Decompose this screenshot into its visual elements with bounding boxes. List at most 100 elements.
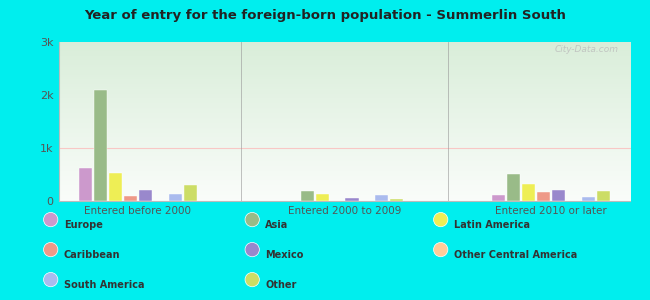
Bar: [58, 85, 630, 86]
Bar: [58, 50, 630, 51]
Bar: [58, 158, 630, 159]
Bar: [58, 160, 630, 161]
Text: Latin America: Latin America: [454, 220, 530, 230]
Bar: [58, 150, 630, 151]
Bar: [58, 169, 630, 170]
Bar: [58, 135, 630, 136]
Text: Year of entry for the foreign-born population - Summerlin South: Year of entry for the foreign-born popul…: [84, 9, 566, 22]
Bar: [58, 82, 630, 83]
Bar: [58, 152, 630, 153]
Bar: [58, 132, 630, 133]
Bar: [58, 44, 630, 45]
Bar: [58, 79, 630, 80]
Bar: [58, 87, 630, 88]
Text: Other Central America: Other Central America: [454, 250, 577, 260]
Bar: [58, 200, 630, 201]
Bar: [58, 168, 630, 169]
Bar: [183, 185, 197, 201]
Bar: [58, 172, 630, 173]
Bar: [58, 65, 630, 66]
Bar: [58, 179, 630, 180]
Bar: [58, 167, 630, 168]
Bar: [58, 46, 630, 47]
Bar: [58, 154, 630, 155]
Bar: [58, 131, 630, 132]
Bar: [58, 104, 630, 105]
Bar: [58, 83, 630, 84]
Bar: [58, 67, 630, 68]
Text: Europe: Europe: [64, 220, 103, 230]
Bar: [58, 82, 630, 83]
Bar: [58, 93, 630, 94]
Bar: [58, 191, 630, 192]
Bar: [58, 189, 630, 190]
Bar: [582, 197, 595, 201]
Bar: [58, 134, 630, 135]
Bar: [58, 133, 630, 134]
Bar: [58, 45, 630, 46]
Bar: [58, 177, 630, 178]
Bar: [58, 181, 630, 182]
Text: Other: Other: [265, 280, 296, 290]
Bar: [58, 166, 630, 167]
Bar: [58, 171, 630, 172]
Bar: [58, 186, 630, 187]
Bar: [58, 163, 630, 164]
Bar: [58, 156, 630, 157]
Bar: [492, 195, 506, 201]
Bar: [58, 165, 630, 166]
Bar: [58, 81, 630, 82]
Bar: [58, 149, 630, 150]
Bar: [58, 128, 630, 129]
Bar: [139, 190, 152, 201]
Bar: [94, 90, 107, 201]
Bar: [58, 99, 630, 100]
Bar: [58, 116, 630, 117]
Bar: [58, 88, 630, 89]
Bar: [58, 55, 630, 56]
Bar: [58, 111, 630, 112]
Bar: [58, 74, 630, 75]
Bar: [58, 94, 630, 95]
Bar: [58, 89, 630, 90]
Bar: [58, 194, 630, 195]
Bar: [58, 114, 630, 115]
Bar: [58, 77, 630, 78]
Bar: [58, 142, 630, 143]
Bar: [58, 71, 630, 72]
Bar: [58, 97, 630, 98]
Bar: [345, 198, 359, 201]
Bar: [58, 162, 630, 163]
Bar: [58, 185, 630, 186]
Bar: [58, 96, 630, 97]
Bar: [58, 58, 630, 59]
Bar: [58, 145, 630, 146]
Bar: [522, 184, 535, 201]
Bar: [58, 70, 630, 71]
Bar: [58, 160, 630, 161]
Bar: [58, 92, 630, 93]
Bar: [58, 130, 630, 131]
Bar: [316, 194, 329, 201]
Bar: [390, 200, 403, 201]
Bar: [58, 49, 630, 50]
Bar: [58, 98, 630, 99]
Bar: [58, 184, 630, 185]
Bar: [58, 112, 630, 113]
Bar: [58, 143, 630, 144]
Bar: [58, 68, 630, 69]
Bar: [58, 125, 630, 126]
Bar: [58, 187, 630, 188]
Bar: [58, 146, 630, 147]
Bar: [58, 102, 630, 103]
Bar: [58, 59, 630, 60]
Bar: [168, 194, 182, 201]
Text: Caribbean: Caribbean: [64, 250, 120, 260]
Bar: [58, 43, 630, 44]
Bar: [507, 174, 521, 201]
Bar: [58, 103, 630, 104]
Bar: [58, 138, 630, 139]
Bar: [58, 47, 630, 48]
Bar: [58, 178, 630, 179]
Text: Asia: Asia: [265, 220, 289, 230]
